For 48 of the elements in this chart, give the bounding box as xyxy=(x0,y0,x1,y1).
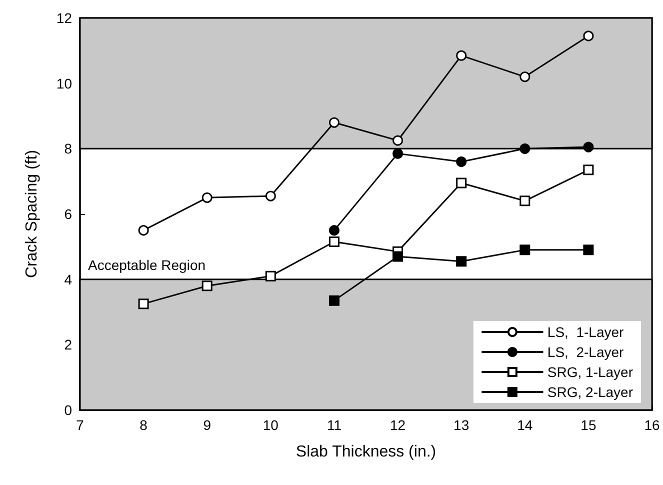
y-tick-label: 4 xyxy=(64,271,72,288)
point xyxy=(138,298,149,310)
point xyxy=(328,225,340,236)
y-tick-label: 0 xyxy=(64,402,72,418)
x-tick-label: 7 xyxy=(76,417,84,433)
point xyxy=(328,236,340,248)
x-tick-label: 15 xyxy=(580,417,596,433)
y-tick-label: 2 xyxy=(64,336,72,353)
x-tick-label: 14 xyxy=(517,417,533,433)
x-tick-label: 16 xyxy=(644,417,660,433)
x-tick-label: 9 xyxy=(203,417,212,433)
legend-label: SRG, 2-Layer xyxy=(547,384,634,400)
x-tick-label: 8 xyxy=(140,417,148,433)
legend-label: SRG, 1-Layer xyxy=(547,364,634,380)
y-axis-title: Crack Spacing (ft) xyxy=(24,150,40,278)
x-axis-title: Slab Thickness (in.) xyxy=(296,444,436,460)
point xyxy=(328,117,340,128)
point xyxy=(456,156,467,167)
point xyxy=(456,256,467,267)
point xyxy=(583,142,594,152)
x-tick-label: 10 xyxy=(262,417,279,433)
point xyxy=(392,251,404,262)
x-tick-label: 11 xyxy=(326,417,342,433)
point xyxy=(392,148,404,159)
point xyxy=(392,135,404,146)
point xyxy=(202,280,212,292)
y-tick-label: 10 xyxy=(56,75,72,92)
annotation: Acceptable Region xyxy=(88,257,206,273)
y-tick-label: 8 xyxy=(64,140,72,157)
point xyxy=(583,244,594,256)
point xyxy=(520,143,530,154)
point xyxy=(456,50,467,61)
y-tick-label: 12 xyxy=(56,10,72,26)
point xyxy=(328,295,340,306)
legend-label: LS, 2-Layer xyxy=(547,344,624,360)
point xyxy=(520,196,530,206)
point xyxy=(265,270,276,282)
point xyxy=(583,30,594,42)
point xyxy=(520,244,530,256)
point xyxy=(202,192,212,203)
point xyxy=(456,178,467,188)
point xyxy=(583,164,594,176)
y-tick-label: 6 xyxy=(64,206,72,222)
legend-label: LS, 1-Layer xyxy=(547,324,624,340)
point xyxy=(520,72,530,82)
point xyxy=(265,190,276,202)
x-tick-label: 13 xyxy=(454,417,470,433)
x-tick-label: 12 xyxy=(390,417,406,433)
